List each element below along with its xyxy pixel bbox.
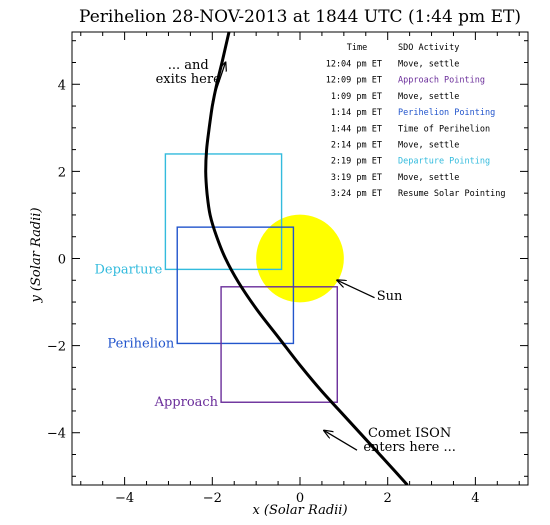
- table-cell-time: 1:14 pm ET: [331, 108, 382, 118]
- box-label-perihelion: Perihelion: [107, 336, 174, 351]
- table-cell-activity: Perihelion Pointing: [398, 108, 495, 118]
- pointing-box-departure: [164, 153, 283, 271]
- annotation-enters-line: enters here ...: [363, 440, 456, 455]
- annotation-enters-line: Comet ISON: [368, 426, 451, 441]
- y-tick-label: 2: [58, 165, 66, 180]
- table-cell-activity: Move, settle: [398, 60, 459, 70]
- x-tick-label: −2: [203, 491, 222, 506]
- annotation-enters-text: Comet ISON enters here ...: [363, 426, 456, 455]
- box-label-departure: Departure: [94, 262, 162, 277]
- table-cell-time: 12:04 pm ET: [326, 60, 382, 70]
- annotation-exits-line: ... and: [168, 58, 209, 73]
- table-cell-time: 3:24 pm ET: [331, 189, 382, 199]
- box-label-approach: Approach: [154, 395, 219, 410]
- pointing-box-perihelion: [176, 226, 295, 345]
- chart-title: Perihelion 28-NOV-2013 at 1844 UTC (1:44…: [79, 7, 521, 27]
- annotation-exits-arrow: [211, 62, 225, 102]
- table-header-activity: SDO Activity: [398, 43, 459, 53]
- y-tick-label: −2: [47, 340, 66, 355]
- x-axis-label: x (Solar Radii): [252, 503, 347, 518]
- table-cell-activity: Departure Pointing: [398, 157, 490, 167]
- table-cell-time: 3:19 pm ET: [331, 173, 382, 183]
- table-cell-time: 2:19 pm ET: [331, 157, 382, 167]
- table-cell-time: 2:14 pm ET: [331, 141, 382, 151]
- table-cell-activity: Move, settle: [398, 173, 459, 183]
- table-header-time: Time: [347, 43, 367, 53]
- table-cell-activity: Approach Pointing: [398, 76, 485, 86]
- x-tick-label: −4: [115, 491, 134, 506]
- comet-trajectory: [204, 32, 409, 485]
- annotation-exits-line: exits here: [156, 72, 221, 87]
- y-tick-label: 4: [58, 78, 66, 93]
- x-tick-label: 4: [471, 491, 479, 506]
- x-tick-label: 0: [296, 491, 304, 506]
- annotation-sun-text: Sun: [377, 289, 403, 304]
- y-tick-label: 0: [58, 253, 66, 268]
- table-cell-time: 1:44 pm ET: [331, 124, 382, 134]
- table-cell-time: 12:09 pm ET: [326, 76, 382, 86]
- annotation-enters-arrow: [324, 431, 358, 451]
- table-cell-activity: Move, settle: [398, 141, 459, 151]
- table-cell-activity: Time of Perihelion: [398, 124, 490, 134]
- y-axis-label: y (Solar Radii): [29, 207, 44, 303]
- x-tick-label: 2: [384, 491, 392, 506]
- annotation-sun-arrow: [337, 280, 375, 299]
- annotation-exits-text: ... and exits here: [156, 58, 221, 87]
- plot-area: [164, 32, 409, 485]
- pointing-box-approach: [220, 286, 338, 403]
- plot-layer: −4 −2 0 2 4 −4 −2 0 2 4 Departure Perihelion Approac…: [47, 31, 529, 506]
- table-cell-activity: Move, settle: [398, 92, 459, 102]
- table-cell-time: 1:09 pm ET: [331, 92, 382, 102]
- table-cell-activity: Resume Solar Pointing: [398, 189, 505, 199]
- sun-disk: [256, 214, 344, 303]
- annotation-sun-line: Sun: [377, 289, 403, 304]
- y-tick-label: −4: [47, 427, 66, 442]
